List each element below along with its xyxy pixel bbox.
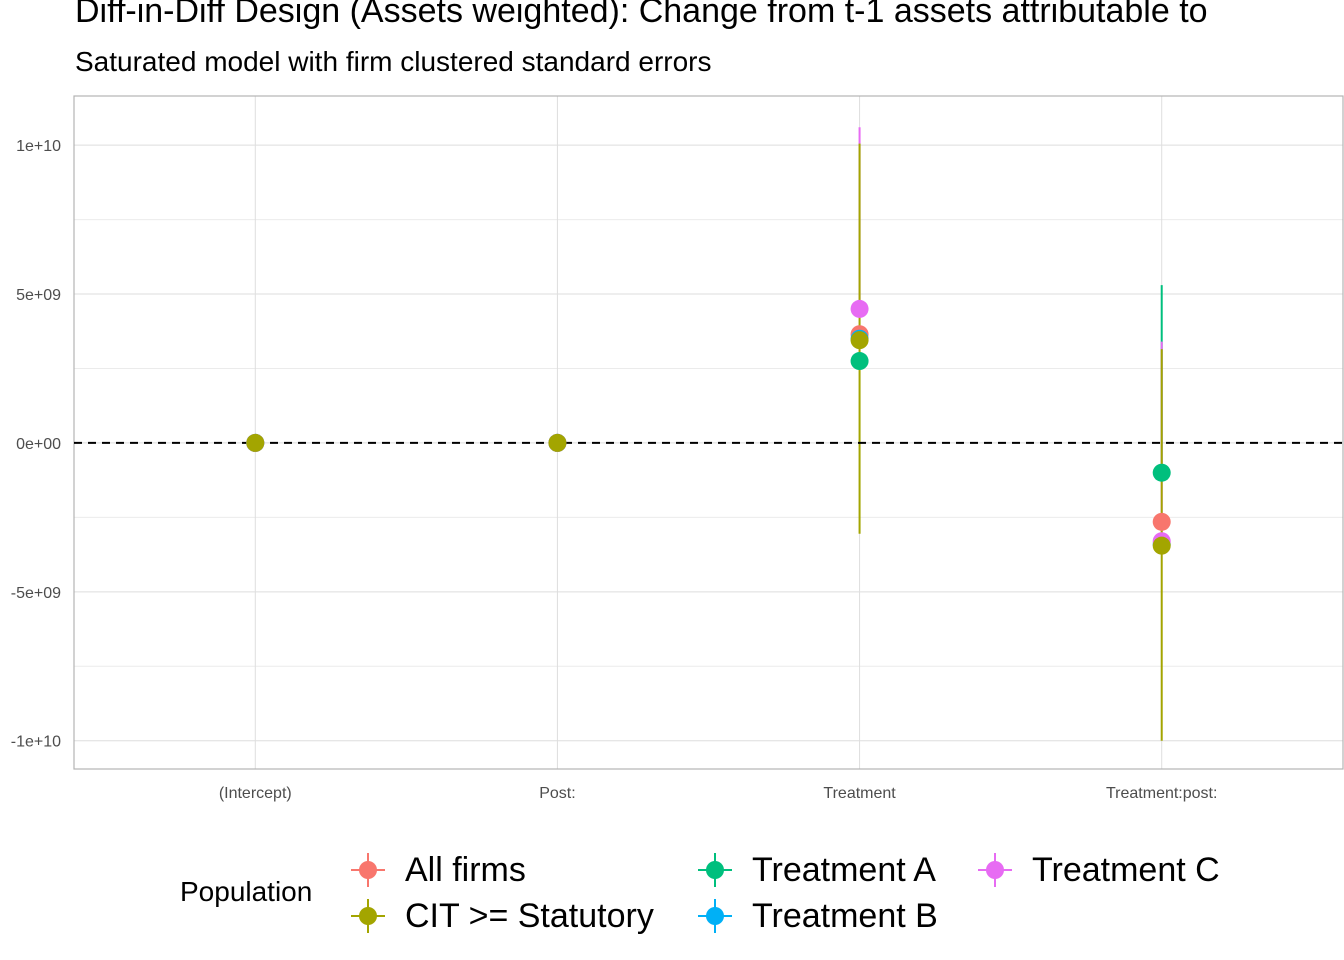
legend-label: Treatment C <box>1032 850 1220 889</box>
y-tick-label: -1e+10 <box>11 734 61 751</box>
y-tick-label: -5e+09 <box>11 585 61 602</box>
plot-area: 1e+10 5e+09 0e+00 -5e+09 -1e+10 (Intercept) Po… <box>11 95 1344 802</box>
legend-label: Treatment A <box>752 850 936 889</box>
legend-item: Treatment C <box>975 847 1220 893</box>
chart-title: Diff-in-Diff Design (Assets weighted): C… <box>75 0 1208 30</box>
legend-label: All firms <box>405 850 526 889</box>
legend-key-icon <box>695 847 735 893</box>
x-tick-label: Post: <box>539 785 575 802</box>
chart-subtitle: Saturated model with firm clustered stan… <box>75 46 712 77</box>
data-point <box>1152 463 1171 482</box>
legend-key-icon <box>348 893 388 939</box>
legend-key-icon <box>695 893 735 939</box>
legend-item: Treatment B <box>695 893 938 939</box>
legend-key-icon <box>975 847 1015 893</box>
x-tick-label: Treatment:post: <box>1106 785 1217 802</box>
legend-label: CIT >= Statutory <box>405 896 654 935</box>
panel-border <box>73 95 1344 770</box>
y-tick-label: 0e+00 <box>16 436 61 453</box>
y-tick-label: 5e+09 <box>16 287 61 304</box>
data-point <box>246 433 265 452</box>
legend-item: CIT >= Statutory <box>348 893 654 939</box>
data-point <box>850 352 869 371</box>
data-point <box>1152 536 1171 555</box>
data-point <box>850 331 869 350</box>
data-point <box>850 299 869 318</box>
data-point <box>1152 512 1171 531</box>
legend-item: All firms <box>348 847 526 893</box>
x-tick-label: Treatment <box>823 785 896 802</box>
legend-title: Population <box>180 876 313 907</box>
x-tick-label: (Intercept) <box>219 785 292 802</box>
data-point <box>548 433 567 452</box>
legend-item: Treatment A <box>695 847 936 893</box>
legend-key-icon <box>348 847 388 893</box>
legend-label: Treatment B <box>752 896 938 935</box>
y-tick-label: 1e+10 <box>16 138 61 155</box>
